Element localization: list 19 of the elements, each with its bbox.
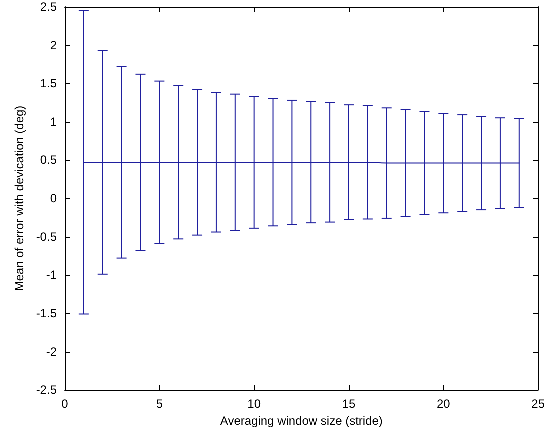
x-tick-label: 20 (436, 397, 451, 412)
y-tick-label: -2.5 (36, 383, 58, 398)
x-axis-title: Averaging window size (stride) (220, 414, 383, 428)
y-tick-label: -1.5 (36, 306, 58, 320)
y-tick-label: 0 (50, 192, 58, 206)
x-tick-label: 10 (248, 397, 262, 412)
y-tick-label: -2 (46, 344, 58, 359)
x-tick-label: 5 (156, 397, 164, 412)
y-tick-label: 2 (50, 38, 58, 52)
x-tick-label: 0 (62, 397, 69, 412)
y-tick-label: -0.5 (36, 230, 58, 244)
y-tick-label: 1.5 (40, 76, 58, 91)
y-tick-label: -1 (46, 268, 58, 282)
x-tick-label: 15 (342, 397, 356, 412)
y-tick-label: 2.5 (40, 0, 58, 14)
y-axis-title: Mean of error with devication (deg) (12, 106, 26, 292)
y-tick-label: 1 (50, 114, 58, 129)
x-tick-label: 25 (532, 397, 546, 412)
y-tick-label: 0.5 (40, 153, 58, 168)
